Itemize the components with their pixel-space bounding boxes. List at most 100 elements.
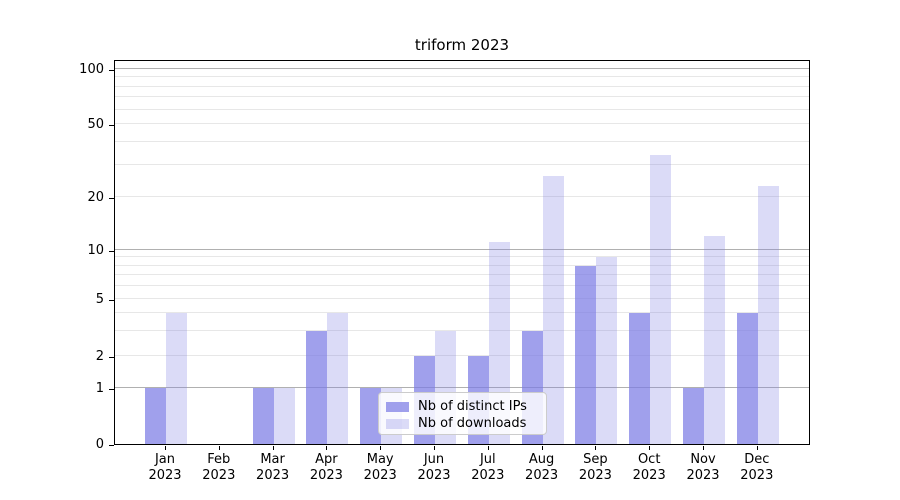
gridline-minor: [115, 285, 809, 287]
x-tick-label: Oct 2023: [617, 452, 681, 484]
gridline-minor: [115, 264, 809, 266]
gridline-minor: [115, 354, 809, 356]
y-tick-label: 2: [95, 348, 104, 364]
legend-item-downloads: Nb of downloads: [386, 415, 538, 432]
y-tick-label: 1: [95, 381, 104, 397]
gridline-minor: [115, 96, 809, 98]
x-tick-label: Dec 2023: [725, 452, 789, 484]
x-tick-label: Jul 2023: [456, 452, 520, 484]
legend-label-distinct-ips: Nb of distinct IPs: [418, 399, 527, 414]
y-tick-mark: [109, 250, 114, 252]
gridline-minor: [115, 85, 809, 87]
x-tick-label: Aug 2023: [510, 452, 574, 484]
x-tick-mark: [487, 446, 489, 450]
legend-swatch-downloads: [386, 418, 409, 429]
x-tick-mark: [218, 446, 220, 450]
x-tick-label: Feb 2023: [187, 452, 251, 484]
x-tick-year: 2023: [363, 468, 397, 483]
x-tick-year: 2023: [632, 468, 666, 483]
gridline-minor: [115, 329, 809, 331]
gridline-minor: [115, 108, 809, 110]
gridline-major: [115, 248, 809, 250]
x-tick-year: 2023: [309, 468, 343, 483]
x-tick-month: Apr: [315, 452, 338, 467]
legend-swatch-distinct-ips: [386, 401, 409, 412]
y-tick-label: 100: [79, 62, 104, 77]
bar-downloads: [166, 312, 187, 444]
x-tick-month: Nov: [690, 452, 716, 467]
bar-distinct-ips: [736, 312, 758, 444]
bar-downloads: [596, 257, 618, 444]
x-tick-year: 2023: [256, 468, 290, 483]
x-tick-year: 2023: [417, 468, 451, 483]
bar-downloads: [327, 312, 349, 444]
y-tick-label: 0: [95, 437, 104, 452]
y-tick-mark: [109, 300, 114, 301]
gridline-minor: [115, 196, 809, 198]
x-tick-month: Feb: [207, 452, 231, 467]
legend-item-distinct-ips: Nb of distinct IPs: [386, 398, 538, 415]
gridline-major: [115, 387, 809, 389]
y-tick-mark: [109, 356, 114, 358]
y-tick-mark: [109, 389, 114, 391]
bar-distinct-ips: [360, 388, 382, 444]
legend: Nb of distinct IPs Nb of downloads: [378, 392, 547, 435]
bar-distinct-ips: [306, 330, 328, 444]
y-tick-label: 50: [87, 116, 104, 132]
x-tick-mark: [326, 446, 328, 450]
x-tick-month: Aug: [528, 452, 555, 467]
bar-downloads: [650, 154, 672, 444]
bar-distinct-ips: [629, 312, 651, 444]
bar-distinct-ips: [575, 265, 597, 444]
chart-title: triform 2023: [414, 36, 510, 54]
y-tick-mark: [109, 124, 114, 126]
bar-distinct-ips: [683, 388, 704, 444]
bar-downloads: [273, 388, 295, 444]
bar-downloads: [757, 186, 779, 444]
bar-downloads: [542, 176, 564, 444]
gridline-minor: [115, 256, 809, 258]
x-tick-label: Jun 2023: [402, 452, 466, 484]
x-tick-year: 2023: [148, 468, 182, 483]
x-tick-mark: [756, 446, 758, 450]
x-tick-year: 2023: [202, 468, 236, 483]
x-tick-month: Dec: [744, 452, 770, 467]
x-tick-year: 2023: [740, 468, 774, 483]
gridline-minor: [115, 140, 809, 142]
x-tick-label: Jan 2023: [133, 452, 197, 484]
y-tick-label: 20: [87, 190, 104, 206]
bar-distinct-ips: [145, 388, 166, 444]
x-tick-month: Sep: [583, 452, 608, 467]
x-tick-year: 2023: [578, 468, 612, 483]
y-tick-label: 10: [87, 242, 104, 258]
x-tick-mark: [165, 446, 166, 450]
x-tick-mark: [434, 446, 435, 450]
x-tick-mark: [649, 446, 651, 450]
x-tick-label: Apr 2023: [294, 452, 358, 484]
x-tick-mark: [272, 446, 274, 450]
gridline-minor: [115, 311, 809, 313]
x-tick-year: 2023: [525, 468, 559, 483]
gridline-minor: [115, 274, 809, 276]
x-tick-mark: [595, 446, 597, 450]
plot-area: [114, 60, 810, 445]
x-tick-label: Sep 2023: [563, 452, 627, 484]
bar-downloads: [704, 235, 725, 444]
x-tick-label: May 2023: [348, 452, 412, 484]
bar-distinct-ips: [252, 388, 274, 444]
x-tick-month: Jan: [154, 452, 176, 467]
x-tick-month: Mar: [260, 452, 285, 467]
x-tick-year: 2023: [471, 468, 505, 483]
x-tick-mark: [541, 446, 543, 450]
y-tick-label: 5: [95, 292, 104, 307]
y-tick-mark: [109, 445, 114, 446]
gridline-minor: [115, 298, 809, 300]
x-tick-month: May: [366, 452, 394, 467]
x-tick-month: Oct: [637, 452, 661, 467]
gridline-major: [115, 68, 809, 70]
x-tick-mark: [703, 446, 704, 450]
y-tick-mark: [109, 70, 114, 71]
y-tick-mark: [109, 198, 114, 200]
gridline-minor: [115, 123, 809, 124]
